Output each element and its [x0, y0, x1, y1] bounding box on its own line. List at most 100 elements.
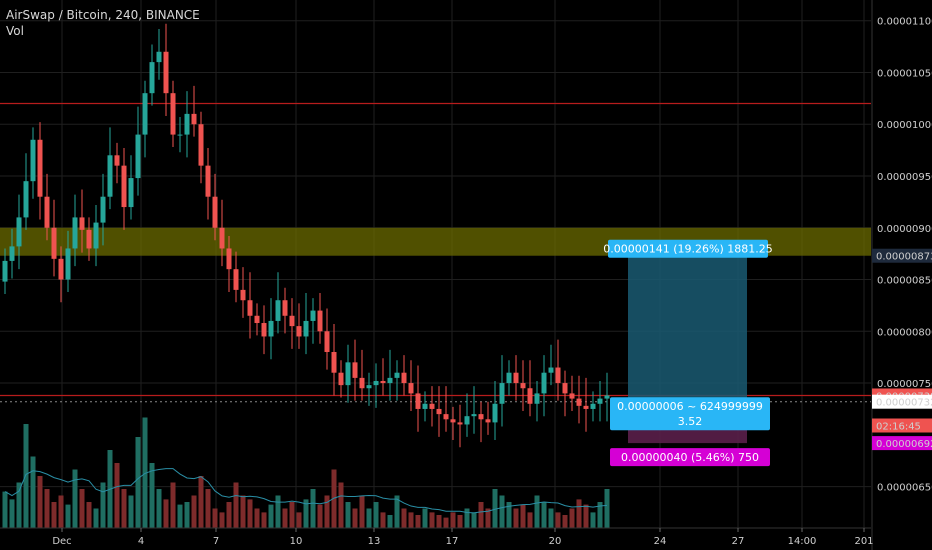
- price-axis[interactable]: 0.00001100 0.00001050 0.00001000 0.00000950…: [871, 0, 932, 550]
- candle-body: [415, 393, 421, 409]
- tag-stop: 0.00000692: [872, 436, 932, 451]
- tag-zone-top-bg: [872, 248, 932, 263]
- target-label: 0.00000141 (19.26%) 1881.25: [603, 239, 773, 258]
- volume-bar: [93, 508, 99, 528]
- candle-body: [429, 403, 435, 409]
- volume-bar: [198, 476, 204, 528]
- target-label-bg: [608, 239, 768, 258]
- stop-label: 0.00000040 (5.46%) 750: [610, 448, 770, 467]
- candle-body: [436, 408, 442, 415]
- price-tick: 0.00000900: [877, 224, 932, 235]
- candle-body: [72, 217, 78, 249]
- candle-body: [527, 388, 533, 404]
- volume-bar: [254, 508, 260, 528]
- candle-body: [457, 422, 463, 425]
- volume-bar: [387, 515, 393, 528]
- candle-body: [569, 393, 575, 399]
- entry-label-text: 0.00000006 ~ 624999999: [617, 400, 763, 413]
- candle-body: [135, 134, 141, 179]
- volume-bar: [436, 515, 442, 528]
- tag-stop-bg: [872, 436, 932, 451]
- candle-body: [51, 227, 57, 259]
- volume-bar: [219, 512, 225, 528]
- volume-bar: [191, 495, 197, 528]
- tag-zone-top-text: 0.00000873: [876, 252, 932, 263]
- volume-bar: [415, 515, 421, 528]
- candle-body: [44, 196, 50, 228]
- target-zone: [628, 255, 747, 402]
- price-tick: 0.00001000: [877, 120, 932, 131]
- volume-bar: [2, 491, 8, 528]
- volume-bar: [464, 508, 470, 528]
- volume-bar: [170, 482, 176, 528]
- candle-body: [401, 372, 407, 384]
- time-axis[interactable]: Dec 4 7 10 13 17 20 24 27 14:00 201: [0, 527, 874, 547]
- candle-body: [247, 300, 253, 316]
- volume-bar: [177, 504, 183, 528]
- volume-bar: [184, 502, 190, 528]
- volume-bar: [310, 489, 316, 528]
- volume-legend[interactable]: Vol: [6, 24, 24, 38]
- candle-body: [226, 248, 232, 270]
- volume-bar: [114, 463, 120, 528]
- volume-bar: [149, 463, 155, 528]
- tag-stop-text: 0.00000692: [876, 439, 932, 450]
- time-tick: 17: [446, 536, 459, 547]
- time-tick: 13: [368, 536, 381, 547]
- candle-body: [114, 155, 120, 166]
- volume-bar: [359, 495, 365, 528]
- time-tick: 201: [854, 536, 873, 547]
- candle-body: [58, 258, 64, 280]
- candle-body: [520, 383, 526, 389]
- candle-body: [93, 222, 99, 249]
- candle-body: [443, 414, 449, 420]
- volume-bar: [282, 508, 288, 528]
- volume-bar: [261, 512, 267, 528]
- chart-legend: AirSwap / Bitcoin, 240, BINANCE Vol: [6, 7, 200, 39]
- volume-bar: [79, 489, 85, 528]
- candles: [2, 23, 610, 448]
- candle-body: [282, 300, 288, 316]
- candle-body: [65, 248, 71, 280]
- volume-bar: [240, 495, 246, 528]
- candle-body: [492, 403, 498, 423]
- candle-body: [555, 367, 561, 384]
- candle-body: [79, 217, 85, 230]
- volume-bar: [268, 504, 274, 528]
- price-tick: 0.00000750: [877, 379, 932, 390]
- volume-bar: [58, 495, 64, 528]
- tag-cursor-bg: [872, 394, 932, 409]
- volume-bar: [317, 504, 323, 528]
- candle-body: [478, 414, 484, 420]
- volume-bar: [471, 512, 477, 528]
- candle-body: [128, 178, 134, 208]
- candle-body: [289, 315, 295, 327]
- volume-bar: [303, 499, 309, 528]
- candle-body: [331, 352, 337, 373]
- volume-bar: [65, 504, 71, 528]
- candle-body: [107, 155, 113, 197]
- volume-bar: [9, 499, 15, 528]
- candle-body: [296, 326, 302, 337]
- time-tick: 27: [732, 536, 745, 547]
- volume-bar: [331, 469, 337, 528]
- volume-bar: [296, 512, 302, 528]
- price-tick: 0.00001100: [877, 17, 932, 28]
- candle-body: [373, 380, 379, 386]
- candle-body: [219, 227, 225, 249]
- candle-body: [177, 134, 183, 136]
- candle-body: [170, 93, 176, 135]
- volume-bar: [289, 502, 295, 528]
- candle-body: [338, 372, 344, 386]
- symbol-title[interactable]: AirSwap / Bitcoin, 240, BINANCE: [6, 8, 200, 22]
- long-position-tool[interactable]: 0.00000141 (19.26%) 1881.25 0.00000006 ~ …: [603, 239, 773, 467]
- volume-bar: [422, 508, 428, 528]
- volume-bar: [401, 508, 407, 528]
- volume-bar: [44, 489, 50, 528]
- candle-body: [324, 331, 330, 352]
- volume-bar: [541, 502, 547, 528]
- candle-body: [261, 323, 267, 337]
- candle-body: [310, 310, 316, 321]
- volume-bar: [604, 489, 610, 528]
